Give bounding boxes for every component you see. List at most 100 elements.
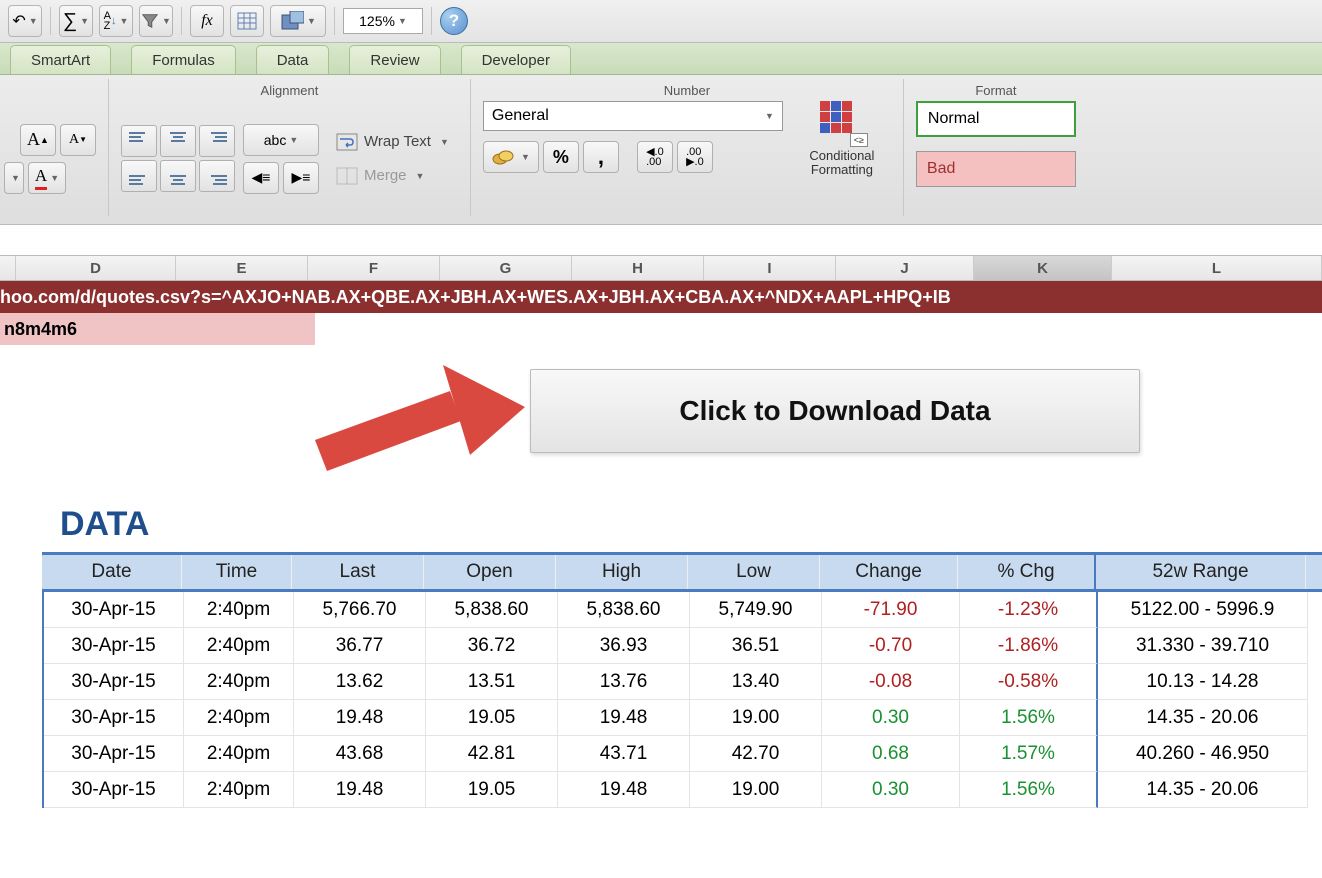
tab-formulas[interactable]: Formulas (131, 45, 236, 74)
cell[interactable]: 30-Apr-15 (44, 628, 184, 664)
cell[interactable]: 1.56% (960, 772, 1098, 808)
cell[interactable]: -1.23% (960, 592, 1098, 628)
table-row[interactable]: 30-Apr-152:40pm36.7736.7236.9336.51-0.70… (42, 628, 1322, 664)
cell[interactable]: 19.00 (690, 700, 822, 736)
align-top-center[interactable] (160, 125, 196, 157)
cell[interactable]: 43.68 (294, 736, 426, 772)
tab-smartart[interactable]: SmartArt (10, 45, 111, 74)
column-header-L[interactable]: L (1112, 256, 1322, 280)
column-header-J[interactable]: J (836, 256, 974, 280)
cell[interactable]: -1.86% (960, 628, 1098, 664)
cell[interactable]: 0.30 (822, 772, 960, 808)
cell[interactable]: 14.35 - 20.06 (1098, 700, 1308, 736)
cell[interactable]: 30-Apr-15 (44, 736, 184, 772)
cell[interactable]: 42.81 (426, 736, 558, 772)
cell[interactable]: 2:40pm (184, 700, 294, 736)
cell[interactable]: 10.13 - 14.28 (1098, 664, 1308, 700)
cell[interactable]: 19.48 (558, 700, 690, 736)
tab-data[interactable]: Data (256, 45, 330, 74)
fx-button[interactable]: fx (190, 5, 224, 37)
cell[interactable]: -0.58% (960, 664, 1098, 700)
column-header-K[interactable]: K (974, 256, 1112, 280)
cell[interactable]: 36.51 (690, 628, 822, 664)
percent-button[interactable]: % (543, 141, 579, 173)
comma-button[interactable]: , (583, 141, 619, 173)
increase-decimal-button[interactable]: ◀.0.00 (637, 141, 673, 173)
wrap-text-button[interactable]: Wrap Text▼ (327, 128, 458, 156)
cell[interactable]: 30-Apr-15 (44, 700, 184, 736)
cell[interactable]: -0.70 (822, 628, 960, 664)
column-header-I[interactable]: I (704, 256, 836, 280)
table-row[interactable]: 30-Apr-152:40pm19.4819.0519.4819.000.301… (42, 700, 1322, 736)
style-normal[interactable]: Normal (916, 101, 1076, 137)
cell[interactable]: 1.57% (960, 736, 1098, 772)
col-time[interactable]: Time (182, 555, 292, 589)
tab-review[interactable]: Review (349, 45, 440, 74)
cell[interactable]: 5,838.60 (426, 592, 558, 628)
cell[interactable]: 2:40pm (184, 772, 294, 808)
url-row[interactable]: hoo.com/d/quotes.csv?s=^AXJO+NAB.AX+QBE.… (0, 281, 1322, 313)
col-change[interactable]: Change (820, 555, 958, 589)
decrease-decimal-button[interactable]: .00▶.0 (677, 141, 713, 173)
align-bottom-center[interactable] (160, 160, 196, 192)
download-data-button[interactable]: Click to Download Data (530, 369, 1140, 453)
col-low[interactable]: Low (688, 555, 820, 589)
cell[interactable]: 5,749.90 (690, 592, 822, 628)
cell[interactable]: 13.51 (426, 664, 558, 700)
filter-button[interactable]: ▼ (139, 5, 173, 37)
decrease-font-button[interactable]: A▼ (60, 124, 96, 156)
cell[interactable]: 2:40pm (184, 664, 294, 700)
column-header-D[interactable]: D (16, 256, 176, 280)
cell[interactable]: -0.08 (822, 664, 960, 700)
align-top-left[interactable] (121, 125, 157, 157)
cell[interactable]: 31.330 - 39.710 (1098, 628, 1308, 664)
column-header-F[interactable]: F (308, 256, 440, 280)
cell[interactable]: 13.40 (690, 664, 822, 700)
cell[interactable]: 19.05 (426, 772, 558, 808)
col-open[interactable]: Open (424, 555, 556, 589)
cell[interactable]: 5122.00 - 5996.9 (1098, 592, 1308, 628)
align-top-right[interactable] (199, 125, 235, 157)
align-bottom-right[interactable] (199, 160, 235, 192)
increase-font-button[interactable]: A▲ (20, 124, 56, 156)
tab-developer[interactable]: Developer (461, 45, 571, 74)
cell[interactable]: 43.71 (558, 736, 690, 772)
table-row[interactable]: 30-Apr-152:40pm43.6842.8143.7142.700.681… (42, 736, 1322, 772)
undo-button[interactable]: ↶▼ (8, 5, 42, 37)
number-format-select[interactable]: General ▼ (483, 101, 783, 131)
cell[interactable]: 36.77 (294, 628, 426, 664)
currency-button[interactable]: ▼ (483, 141, 539, 173)
cell[interactable]: 40.260 - 46.950 (1098, 736, 1308, 772)
cell[interactable]: 30-Apr-15 (44, 664, 184, 700)
conditional-formatting-button[interactable]: <≥ Conditional Formatting (793, 101, 891, 177)
cell[interactable]: 2:40pm (184, 592, 294, 628)
merge-button[interactable]: Merge▼ (327, 162, 458, 190)
cell[interactable]: 19.05 (426, 700, 558, 736)
cell[interactable]: 36.72 (426, 628, 558, 664)
col-52w-range[interactable]: 52w Range (1096, 555, 1306, 589)
col-last[interactable]: Last (292, 555, 424, 589)
cell[interactable]: 30-Apr-15 (44, 592, 184, 628)
zoom-select[interactable]: 125%▼ (343, 8, 423, 34)
fill-color-button[interactable]: ▼ (4, 162, 24, 194)
column-header-E[interactable]: E (176, 256, 308, 280)
cell[interactable]: 14.35 - 20.06 (1098, 772, 1308, 808)
cell[interactable]: 42.70 (690, 736, 822, 772)
cell[interactable]: 13.76 (558, 664, 690, 700)
col-date[interactable]: Date (42, 555, 182, 589)
row2-cell[interactable]: n8m4m6 (0, 313, 315, 345)
gallery-button[interactable]: ▼ (270, 5, 326, 37)
cell[interactable]: 1.56% (960, 700, 1098, 736)
cell[interactable]: 19.00 (690, 772, 822, 808)
col-pct-change[interactable]: % Chg (958, 555, 1096, 589)
column-header-H[interactable]: H (572, 256, 704, 280)
cell[interactable]: 13.62 (294, 664, 426, 700)
col-high[interactable]: High (556, 555, 688, 589)
orientation-button[interactable]: abc▼ (243, 124, 319, 156)
cell[interactable]: 2:40pm (184, 736, 294, 772)
cell[interactable]: 5,766.70 (294, 592, 426, 628)
font-color-button[interactable]: A▼ (28, 162, 66, 194)
cell[interactable]: 19.48 (294, 772, 426, 808)
increase-indent-button[interactable]: ▶≡ (283, 162, 319, 194)
cell[interactable]: 19.48 (294, 700, 426, 736)
